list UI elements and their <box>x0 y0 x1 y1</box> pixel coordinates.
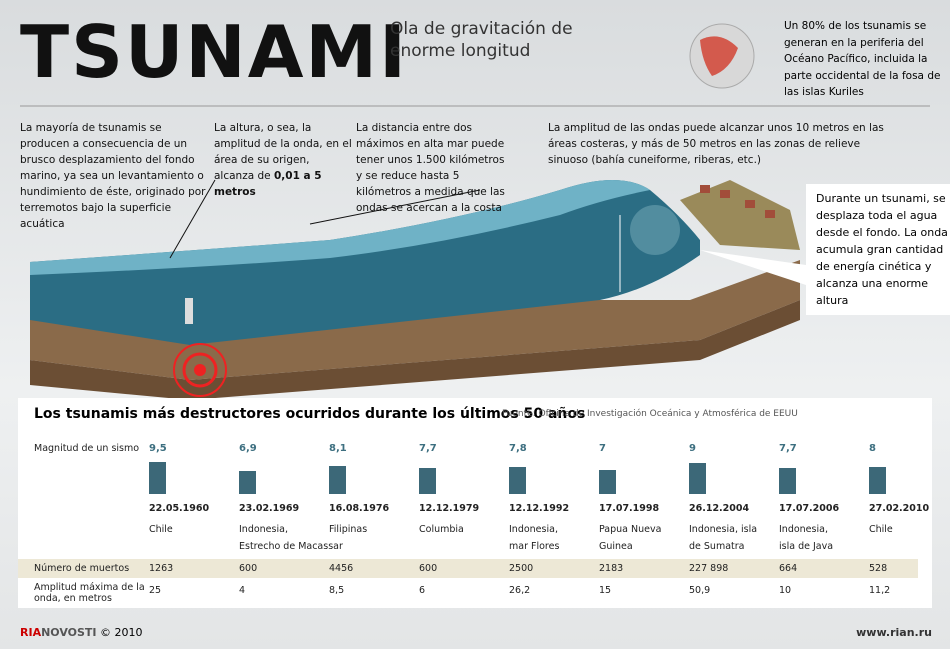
note: La distancia entre dos máximos en alta m… <box>356 122 505 214</box>
copyright: © 2010 <box>100 626 143 639</box>
date: 23.02.1969 <box>239 503 300 514</box>
epicenter <box>182 352 218 388</box>
place: Guinea <box>599 541 633 552</box>
date: 17.07.1998 <box>599 503 660 514</box>
title: TSUNAMI <box>20 10 408 94</box>
bar <box>329 466 346 494</box>
place: Chile <box>149 524 173 535</box>
epicenter <box>194 364 206 376</box>
logo: RIANOVOSTI © 2010 <box>20 626 143 639</box>
note-bold: 0,01 a 5 metros <box>214 170 322 198</box>
amplitude: 4 <box>239 585 246 596</box>
date: 12.12.1979 <box>419 503 480 514</box>
place: Estrecho de Macassar <box>239 541 343 552</box>
distance-arrow <box>309 189 481 225</box>
water-surface <box>30 180 650 275</box>
deaths: 664 <box>779 563 798 574</box>
bar <box>779 467 796 494</box>
wave-crest <box>630 205 680 255</box>
subtitle: Ola de gravitación de enorme longitud <box>390 19 573 61</box>
deaths: 2500 <box>509 563 534 574</box>
pacific-rim <box>700 36 738 76</box>
row-label: Amplitud máxima de la onda, en metros <box>34 582 145 604</box>
row-band <box>18 559 918 578</box>
url: www.rian.ru <box>856 626 932 639</box>
place: Indonesia, <box>239 524 288 535</box>
place: Indonesia, <box>779 524 828 535</box>
row-label: Magnitud de un sismo <box>34 443 140 454</box>
bar <box>149 461 166 494</box>
table-panel: Los tsunamis más destructores ocurridos … <box>18 398 932 608</box>
magnitude-label: 6,9 <box>239 443 257 454</box>
note: La mayoría de tsunamis se producen a con… <box>20 122 206 230</box>
seabed-side <box>30 300 800 400</box>
magnitude-label: 7,8 <box>509 443 527 454</box>
magnitude-label: 7 <box>599 443 606 454</box>
bar <box>869 466 886 494</box>
date: 27.02.2010 <box>869 503 930 514</box>
source: Fuente: Oficina de Investigación Oceánic… <box>502 409 798 419</box>
amplitude: 10 <box>779 585 792 596</box>
callout-pointer <box>700 250 806 285</box>
place: Chile <box>869 524 893 535</box>
deaths: 528 <box>869 563 888 574</box>
row-label: Número de muertos <box>34 563 130 574</box>
deaths: 227 898 <box>689 563 729 574</box>
place: mar Flores <box>509 541 560 552</box>
deaths: 2183 <box>599 563 624 574</box>
place: isla de Java <box>779 541 834 552</box>
place: Indonesia, <box>509 524 558 535</box>
date: 12.12.1992 <box>509 503 570 514</box>
place: Indonesia, isla <box>689 524 758 535</box>
amplitude: 26,2 <box>509 585 531 596</box>
callout: Durante un tsunami, se desplaza toda el … <box>806 184 950 315</box>
amplitude: 11,2 <box>869 585 891 596</box>
amplitude: 6 <box>419 585 426 596</box>
arrow-up <box>185 298 193 324</box>
magnitude-label: 9,5 <box>149 443 167 454</box>
date: 17.07.2006 <box>779 503 840 514</box>
logo-ria: RIA <box>20 626 42 639</box>
place: Filipinas <box>329 524 368 535</box>
magnitude-label: 8 <box>869 443 876 454</box>
place: Columbia <box>419 524 464 535</box>
amplitude: 25 <box>149 585 162 596</box>
magnitude-label: 8,1 <box>329 443 347 454</box>
place: Papua Nueva <box>599 524 662 535</box>
deaths: 600 <box>239 563 258 574</box>
logo-novosti: NOVOSTI <box>41 626 97 639</box>
note: La amplitud de las ondas puede alcanzar … <box>548 122 884 166</box>
fact: Un 80% de los tsunamis se generan en la … <box>784 20 941 98</box>
houses <box>700 185 775 218</box>
deaths: 1263 <box>149 563 174 574</box>
amplitude: 50,9 <box>689 585 711 596</box>
note: La altura, o sea, la amplitud de la onda… <box>214 120 352 200</box>
magnitude-label: 7,7 <box>779 443 797 454</box>
place: de Sumatra <box>689 541 745 552</box>
date: 22.05.1960 <box>149 503 210 514</box>
amplitude: 8,5 <box>329 585 345 596</box>
note-text: La altura, o sea, la amplitud de la onda… <box>214 122 352 182</box>
epicenter <box>173 343 227 397</box>
pointer <box>169 179 216 259</box>
bar <box>509 467 526 494</box>
bar <box>599 470 616 494</box>
deaths: 4456 <box>329 563 354 574</box>
bar <box>689 463 706 494</box>
magnitude-label: 9 <box>689 443 696 454</box>
table-title: Los tsunamis más destructores ocurridos … <box>34 406 586 422</box>
bar <box>239 470 256 494</box>
date: 26.12.2004 <box>689 503 750 514</box>
coast <box>680 180 800 250</box>
amplitude: 15 <box>599 585 612 596</box>
magnitude-label: 7,7 <box>419 443 437 454</box>
deaths: 600 <box>419 563 438 574</box>
bar <box>419 467 436 494</box>
date: 16.08.1976 <box>329 503 390 514</box>
